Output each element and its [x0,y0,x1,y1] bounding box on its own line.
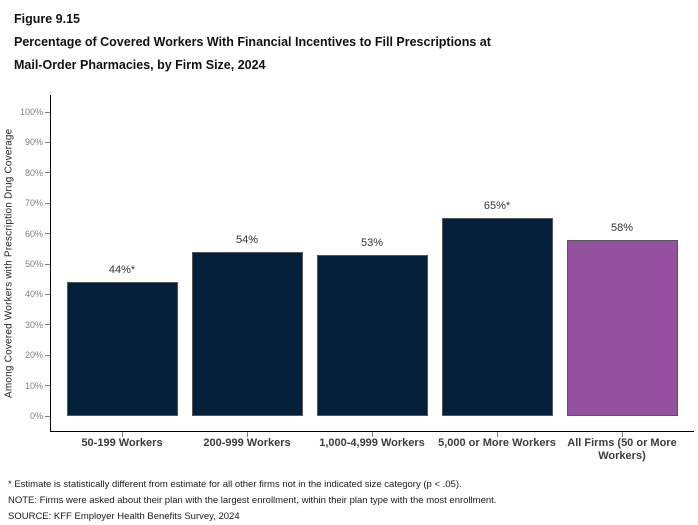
x-tick-mark-all-firms-50-or-more-workers [621,432,623,437]
x-tick-label-50-199-workers: 50-199 Workers [81,437,163,449]
bar-value-5-000-or-more-workers: 65%* [483,200,511,213]
y-tick-label-0: 0% [29,411,43,421]
chart-title-line1: Percentage of Covered Workers With Finan… [14,35,491,49]
footnote-source: SOURCE: KFF Employer Health Benefits Sur… [8,511,240,522]
y-tick-mark-70 [45,202,50,204]
plot-panel [50,95,694,432]
y-tick-label-10: 10% [24,380,43,391]
y-tick-label-100: 100% [19,107,43,117]
y-tick-label-60: 60% [24,228,43,239]
bar-value-1-000-4-999-workers: 53% [360,236,384,249]
x-tick-label-all-firms-50-or-more-workers: All Firms (50 or More Workers) [567,437,677,462]
y-tick-label-20: 20% [24,350,43,361]
x-tick-mark-1-000-4-999-workers [371,432,373,437]
y-tick-mark-20 [45,354,50,356]
y-tick-label-40: 40% [24,289,43,300]
bar-50-199-workers [66,282,178,416]
bar-value-all-firms-50-or-more-workers: 58% [610,221,634,234]
footnote-estimate: * Estimate is statistically different fr… [8,479,462,490]
y-tick-mark-0 [45,415,50,417]
y-tick-mark-30 [45,324,50,326]
x-tick-label-5-000-or-more-workers: 5,000 or More Workers [438,437,556,449]
footnotes: * Estimate is statistically different fr… [8,477,692,525]
y-tick-label-30: 30% [24,319,43,330]
chart-title-line2: Mail-Order Pharmacies, by Firm Size, 202… [14,58,266,72]
figure-number: Figure 9.15 [14,12,80,26]
footnote-note: NOTE: Firms were asked about their plan … [8,495,497,506]
y-tick-label-70: 70% [24,198,43,209]
y-tick-label-80: 80% [24,167,43,178]
y-tick-mark-90 [45,141,50,143]
x-tick-mark-200-999-workers [246,432,248,437]
bar-1-000-4-999-workers [316,254,428,416]
x-tick-label-200-999-workers: 200-999 Workers [203,437,291,449]
bar-200-999-workers [191,251,303,416]
y-tick-mark-100 [45,111,50,113]
y-tick-mark-60 [45,233,50,235]
x-tick-mark-50-199-workers [121,432,123,437]
bar-5-000-or-more-workers [441,218,553,416]
y-tick-mark-40 [45,293,50,295]
bar-value-200-999-workers: 54% [235,233,259,246]
bar-value-50-199-workers: 44%* [108,264,136,277]
y-tick-label-90: 90% [24,137,43,148]
x-tick-label-1-000-4-999-workers: 1,000-4,999 Workers [319,437,425,449]
x-tick-mark-5-000-or-more-workers [496,432,498,437]
y-tick-label-50: 50% [24,259,43,269]
y-tick-mark-10 [45,385,50,387]
y-tick-mark-80 [45,172,50,174]
y-tick-mark-50 [45,263,50,265]
bar-all-firms-50-or-more-workers [566,239,678,416]
title-block: Figure 9.15 Percentage of Covered Worker… [14,8,684,77]
